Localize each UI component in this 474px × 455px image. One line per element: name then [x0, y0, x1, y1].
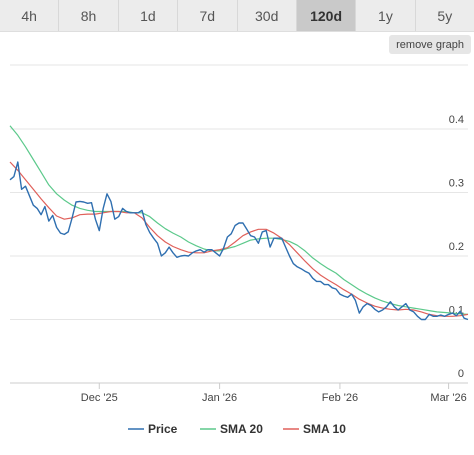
series-line-sma-10 [9, 161, 469, 317]
tab-4h[interactable]: 4h [0, 0, 60, 31]
timeframe-tabs: 4h 8h 1d 7d 30d 120d 1y 5y [0, 0, 474, 32]
remove-graph-button[interactable]: remove graph [389, 35, 471, 54]
y-tick-label: 0.2 [449, 241, 464, 253]
chart-legend: Price SMA 20 SMA 10 [128, 422, 346, 436]
x-tick-label: Jan '26 [202, 392, 237, 404]
tab-1d[interactable]: 1d [119, 0, 179, 31]
legend-item-label[interactable]: Price [148, 422, 178, 436]
y-tick-label: 0.4 [449, 114, 464, 126]
x-tick-label: Dec '25 [81, 392, 118, 404]
series-line-price [9, 161, 469, 321]
series-layer [9, 125, 469, 321]
legend-item-label[interactable]: SMA 20 [220, 422, 263, 436]
tab-30d[interactable]: 30d [238, 0, 297, 31]
tab-120d[interactable]: 120d [296, 0, 357, 31]
tab-5y[interactable]: 5y [437, 7, 453, 24]
series-line-sma-20 [9, 125, 469, 315]
chart-grid: 00.10.20.30.4 [10, 64, 468, 384]
x-tick-label: Feb '26 [322, 392, 358, 404]
tab-8h[interactable]: 8h [59, 0, 119, 31]
tab-1y[interactable]: 1y [356, 0, 416, 31]
y-tick-label: 0.3 [449, 178, 464, 190]
tab-7d[interactable]: 7d [178, 0, 238, 31]
y-tick-label: 0 [458, 368, 464, 380]
x-axis: Dec '25 Jan '26 Feb '26 Mar '26 [81, 383, 467, 404]
x-tick-label: Mar '26 [430, 392, 466, 404]
legend-item-label[interactable]: SMA 10 [303, 422, 346, 436]
